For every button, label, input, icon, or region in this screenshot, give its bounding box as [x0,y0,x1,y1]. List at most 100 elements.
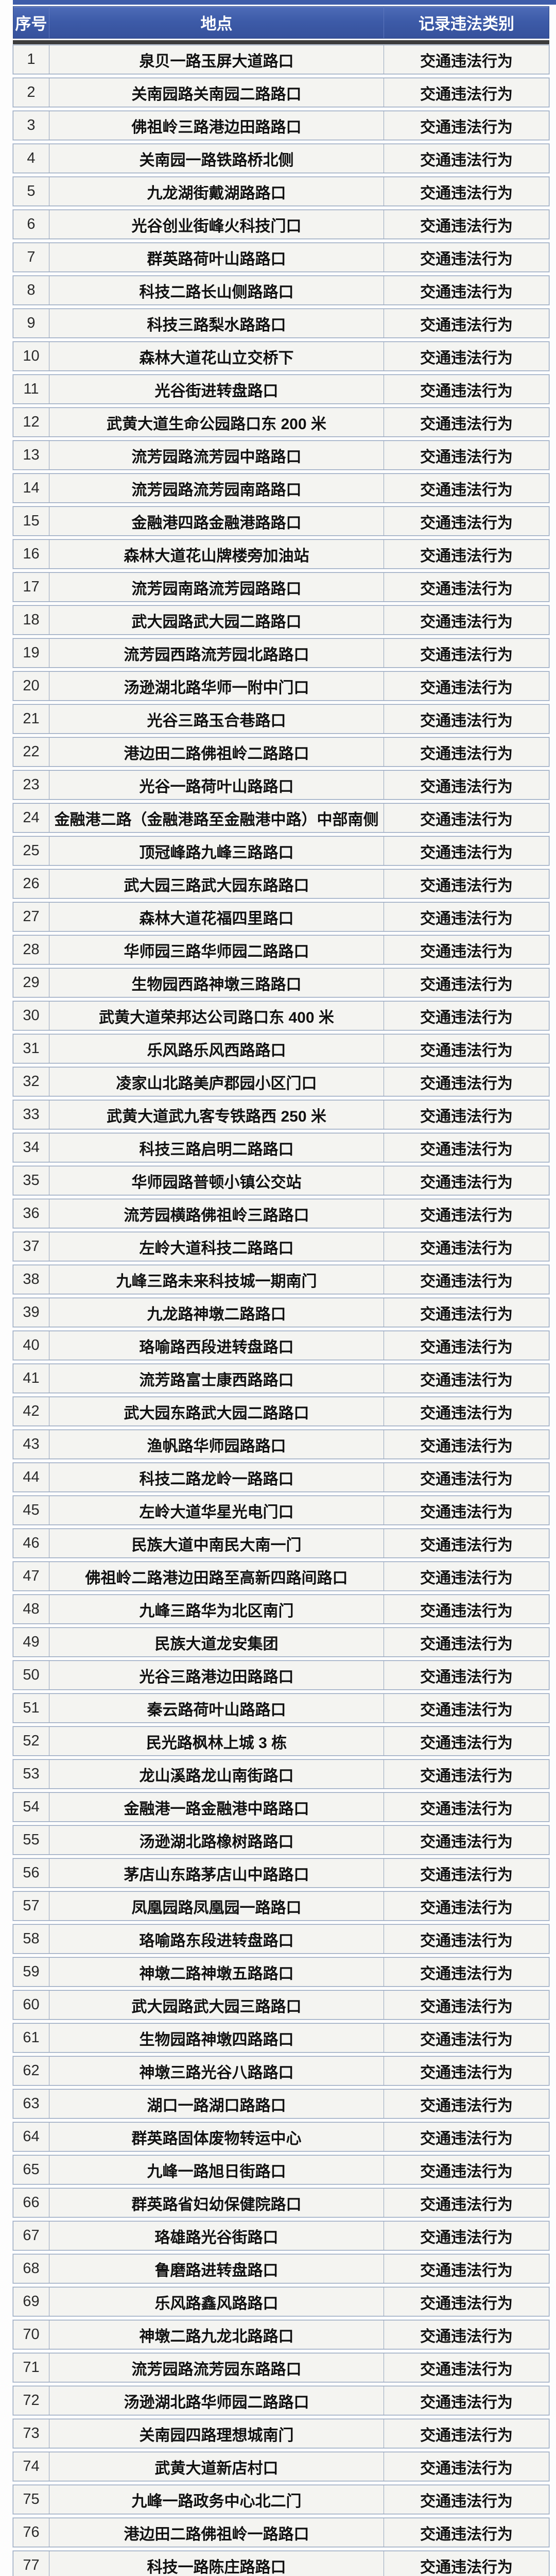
row-category: 交通违法行为 [420,1338,513,1356]
row-index: 13 [13,441,49,469]
row-index: 33 [13,1100,49,1129]
row-category: 交通违法行为 [420,910,513,927]
row-category: 交通违法行为 [420,2328,513,2345]
row-index: 74 [13,2452,49,2481]
row-location: 流芳园西路流芳园北路路口 [49,639,384,667]
table-row: 1 泉贝一路玉屏大道路口 交通违法行为 [13,45,549,74]
row-category: 交通违法行为 [420,1009,513,1026]
table-row: 36 流芳园横路佛祖岭三路路口 交通违法行为 [13,1199,549,1228]
table-row: 26 武大园三路武大园东路路口 交通违法行为 [13,869,549,899]
table-row: 54 金融港一路金融港中路路口 交通违法行为 [13,1792,549,1822]
row-index: 63 [13,2090,49,2118]
table-row: 22 港边田二路佛祖岭二路路口 交通违法行为 [13,737,549,767]
table-row: 7 群英路荷叶山路路口 交通违法行为 [13,243,549,272]
row-category: 交通违法行为 [420,2130,513,2147]
row-location: 佛祖岭三路港边田路路口 [49,111,384,140]
table-row: 10 森林大道花山立交桥下 交通违法行为 [13,342,549,371]
table-row: 40 珞喻路西段进转盘路口 交通违法行为 [13,1331,549,1360]
row-index: 22 [13,738,49,766]
row-index: 66 [13,2189,49,2217]
row-category: 交通违法行为 [420,1932,513,1950]
row-category: 交通违法行为 [420,844,513,861]
row-location: 武黄大道荣邦达公司路口东 400 米 [49,1002,384,1030]
row-location: 左岭大道科技二路路口 [49,1232,384,1261]
row-category: 交通违法行为 [420,1965,513,1982]
row-category: 交通违法行为 [420,2262,513,2279]
row-category: 交通违法行为 [420,1273,513,1290]
row-category: 交通违法行为 [420,1207,513,1224]
row-location: 群英路固体废物转运中心 [49,2123,384,2151]
row-category: 交通违法行为 [420,1141,513,1158]
table-row: 63 湖口一路湖口路路口 交通违法行为 [13,2089,549,2119]
row-location: 流芳园南路流芳园路路口 [49,573,384,601]
row-index: 42 [13,1397,49,1426]
table-row: 62 神墩三路光谷八路路口 交通违法行为 [13,2056,549,2086]
table-row: 20 汤逊湖北路华师一附中门口 交通违法行为 [13,671,549,701]
row-location: 凤凰园路凤凰园一路路口 [49,1892,384,1920]
row-index: 45 [13,1496,49,1524]
row-index: 1 [13,45,49,74]
row-index: 37 [13,1232,49,1261]
row-index: 2 [13,78,49,107]
row-index: 34 [13,1133,49,1162]
row-category: 交通违法行为 [420,2361,513,2378]
row-location: 光谷创业街峰火科技门口 [49,210,384,239]
table-row: 64 群英路固体废物转运中心 交通违法行为 [13,2122,549,2151]
row-category: 交通违法行为 [420,1437,513,1455]
table-row: 60 武大园路武大园三路路口 交通违法行为 [13,1990,549,2020]
row-category: 交通违法行为 [420,580,513,598]
table-row: 29 生物园西路神墩三路路口 交通违法行为 [13,968,549,997]
row-location: 九龙路神墩二路路口 [49,1298,384,1327]
row-location: 流芳园路流芳园南路路口 [49,474,384,502]
row-category: 交通违法行为 [420,1701,513,1719]
row-category: 交通违法行为 [420,1899,513,1917]
row-index: 18 [13,606,49,634]
row-category: 交通违法行为 [420,2064,513,2081]
row-location: 森林大道花山牌楼旁加油站 [49,540,384,568]
row-category: 交通违法行为 [420,283,513,301]
header-location: 地点 [49,7,384,38]
row-index: 14 [13,474,49,502]
row-location: 民光路枫林上城 3 栋 [49,1727,384,1755]
row-category: 交通违法行为 [420,811,513,828]
row-category: 交通违法行为 [420,2196,513,2213]
row-index: 51 [13,1694,49,1722]
row-location: 武黄大道生命公园路口东 200 米 [49,408,384,436]
table-row: 34 科技三路启明二路路口 交通违法行为 [13,1133,549,1162]
row-location: 秦云路荷叶山路路口 [49,1694,384,1722]
row-location: 光谷街进转盘路口 [49,375,384,403]
row-category: 交通违法行为 [420,1503,513,1521]
row-category: 交通违法行为 [420,184,513,202]
row-location: 湖口一路湖口路路口 [49,2090,384,2118]
table-row: 75 九峰一路政务中心北二门 交通违法行为 [13,2485,549,2514]
row-category: 交通违法行为 [420,1306,513,1323]
table-body: 1 泉贝一路玉屏大道路口 交通违法行为 2 关南园路关南园二路路口 交通违法行为… [13,45,549,2576]
row-index: 9 [13,309,49,337]
row-category: 交通违法行为 [420,1108,513,1125]
row-index: 58 [13,1925,49,1953]
header-index: 序号 [13,7,49,38]
row-location: 森林大道花福四里路口 [49,903,384,931]
row-category: 交通违法行为 [420,1404,513,1422]
row-category: 交通违法行为 [420,613,513,631]
row-category: 交通违法行为 [420,382,513,400]
row-location: 汤逊湖北路华师园二路路口 [49,2386,384,2415]
row-category: 交通违法行为 [420,448,513,466]
row-index: 60 [13,1991,49,2019]
row-category: 交通违法行为 [420,1042,513,1059]
row-category: 交通违法行为 [420,2526,513,2543]
row-category: 交通违法行为 [420,2031,513,2048]
table-row: 42 武大园东路武大园二路路口 交通违法行为 [13,1397,549,1426]
row-location: 生物园西路神墩三路路口 [49,969,384,997]
row-index: 4 [13,144,49,173]
row-index: 41 [13,1364,49,1393]
row-index: 53 [13,1760,49,1788]
row-location: 光谷一路荷叶山路路口 [49,771,384,799]
row-location: 华师园三路华师园二路路口 [49,936,384,964]
row-category: 交通违法行为 [420,1470,513,1488]
row-index: 71 [13,2353,49,2382]
row-index: 30 [13,1002,49,1030]
table-row: 6 光谷创业街峰火科技门口 交通违法行为 [13,210,549,239]
table-row: 71 流芳园路流芳园东路路口 交通违法行为 [13,2353,549,2382]
row-category: 交通违法行为 [420,1734,513,1752]
